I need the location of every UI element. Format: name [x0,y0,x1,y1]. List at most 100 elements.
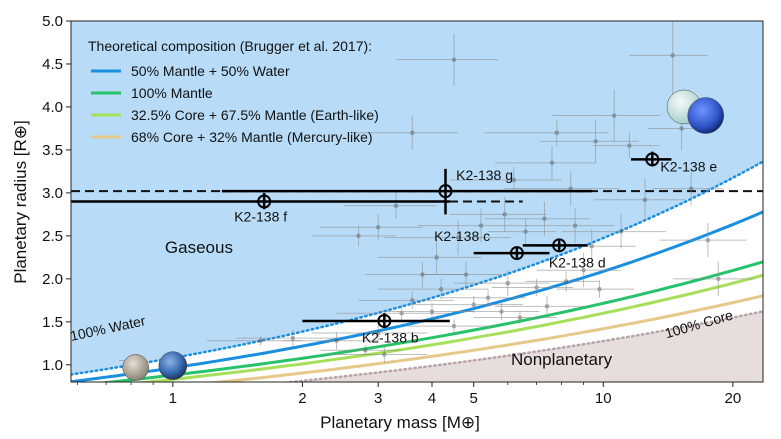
curve-68-core-32-mantle-mercury-like [205,294,763,382]
known-planet-marker [451,57,457,62]
known-planet-marker [611,113,617,118]
known-planet-marker [410,130,415,135]
planet-k2-138-b [302,313,450,328]
known-planet-36 [504,171,620,206]
label-k2-138-b: K2-138 b [362,329,419,345]
known-planet-5 [311,324,428,342]
known-planet-4 [320,345,402,356]
known-planet-marker [382,352,387,357]
known-planet-37 [539,119,639,163]
x-tick-label: 3 [374,390,382,407]
known-planet-40 [551,89,661,142]
legend-label-mercurylike: 68% Core + 32% Mantle (Mercury-like) [131,129,373,145]
y-tick-label: 4.5 [42,56,63,73]
known-planet-marker [429,309,435,314]
known-planet-16 [454,270,550,297]
y-axis-label: Planetary radius [R⊕] [11,120,30,284]
known-planet-21 [536,253,622,288]
known-planet-marker [581,268,586,273]
known-planet-marker [502,212,507,217]
known-planet-43 [629,21,708,99]
known-planet-39 [484,119,609,146]
known-planet-marker [563,279,569,284]
known-planet-2 [235,329,337,347]
known-planet-marker [642,197,648,202]
curve-100-core [279,310,763,382]
known-planet-marker [523,229,528,234]
known-planet-24 [378,240,482,275]
known-planet-38 [593,132,660,159]
known-planet-marker [455,235,461,240]
legend-label-earthlike: 32.5% Core + 67.5% Mantle (Earth-like) [131,107,379,123]
planet-k2-138-g [221,168,592,215]
label-k2-138-f: K2-138 f [234,208,287,224]
known-planet-marker [597,286,602,292]
legend-label-mantle: 100% Mantle [131,85,213,101]
known-planet-marker [705,237,711,243]
known-planet-47 [672,261,755,297]
x-tick-label: 1 [169,390,177,407]
known-planet-30 [525,208,615,243]
known-planet-marker [511,177,517,183]
known-planet-17 [473,310,557,325]
planet-k2-138-f [71,192,450,210]
plot-frame [70,20,764,383]
y-tick-label: 3.5 [42,142,63,159]
known-planet-6 [328,345,428,364]
known-planet-22 [556,280,635,298]
curve-32-5-core-67-5-mantle-earth-like [134,273,763,382]
known-planet-marker [572,223,578,228]
region-label-gaseous: Gaseous [165,238,233,257]
known-planet-10 [378,278,489,300]
x-tick-label: 5 [470,390,478,407]
known-planet-marker [544,304,550,309]
known-planet-marker [410,298,415,303]
known-planet-8 [358,291,455,309]
mercury-icon [122,354,149,381]
y-tick-label: 3.0 [42,185,63,202]
known-planet-marker [517,315,523,320]
known-planet-3 [282,332,379,350]
known-planet-29 [484,201,590,236]
x-axis-label: Planetary mass [M⊕] [320,413,480,432]
known-planet-33 [593,178,686,222]
known-planet-marker [356,233,361,239]
known-planet-42 [396,33,499,86]
known-planet-45 [652,171,724,206]
x-tick-label: 10 [595,390,612,407]
region-nonplanetary [71,311,763,382]
known-planet-28 [488,218,557,245]
known-planet-marker [542,216,547,221]
known-planet-marker [593,139,598,144]
known-planet-46 [659,222,747,258]
known-planet-marker [420,272,425,277]
y-tick-label: 2.0 [42,271,63,288]
planet-k2-138-c [473,246,550,261]
known-planet-marker [627,143,632,148]
known-planet-marker [568,186,573,191]
known-planet-marker [505,280,510,286]
legend-title: Theoretical composition (Brugger et al. … [88,38,372,54]
planet-k2-138-d [522,238,588,253]
x-tick-label: 4 [428,390,436,407]
known-planet-23 [365,261,467,288]
known-planet-19 [494,296,588,317]
neptune-icon [687,97,724,134]
known-planet-marker [363,347,368,353]
known-planet-marker [554,130,560,135]
known-planet-11 [407,319,492,334]
known-planet-49 [311,225,397,247]
known-planet-marker [716,276,721,282]
label-k2-138-d: K2-138 d [549,255,606,271]
known-planet-marker [471,302,476,307]
y-tick-label: 2.5 [42,228,63,245]
known-planet-35 [494,145,596,181]
planet-k2-138-e [631,151,672,167]
known-planet-marker [618,229,624,234]
known-planet-32 [561,214,667,249]
known-planet-13 [407,296,523,314]
known-planet-marker [534,285,539,290]
known-planet-marker [499,309,504,314]
y-tick-label: 5.0 [42,13,63,30]
